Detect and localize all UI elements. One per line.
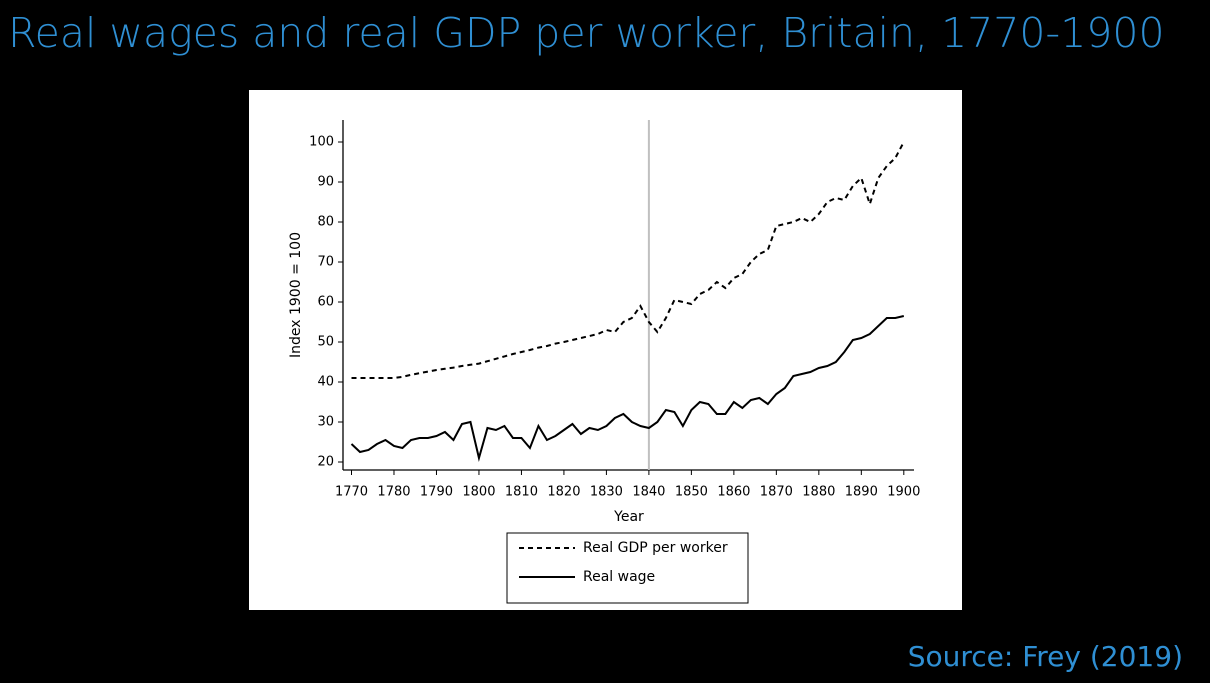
chart-panel [249, 90, 962, 610]
x-tick-label: 1880 [802, 485, 835, 500]
x-tick-label: 1800 [462, 485, 495, 500]
y-tick-label: 100 [309, 135, 334, 150]
series-line [350, 315, 905, 462]
slide-title: Real wages and real GDP per worker, Brit… [8, 9, 1165, 57]
x-tick-label: 1780 [377, 485, 410, 500]
x-tick-label: 1850 [675, 485, 708, 500]
y-tick-label: 50 [317, 335, 334, 350]
x-tick-label: 1890 [845, 485, 878, 500]
legend-label: Real GDP per worker [583, 540, 728, 556]
y-tick-label: 30 [317, 415, 334, 430]
x-tick-label: 1900 [887, 485, 920, 500]
x-tick-label: 1860 [717, 485, 750, 500]
y-tick-label: 70 [317, 255, 334, 270]
x-tick-label: 1790 [420, 485, 453, 500]
x-tick-label: 1770 [335, 485, 368, 500]
x-axis-label: Year [613, 509, 644, 525]
y-tick-label: 80 [317, 215, 334, 230]
series-line [351, 141, 905, 379]
x-tick-label: 1840 [632, 485, 665, 500]
y-tick-label: 60 [317, 295, 334, 310]
legend-label: Real wage [583, 569, 655, 585]
x-tick-label: 1830 [590, 485, 623, 500]
x-tick-label: 1810 [505, 485, 538, 500]
legend-box [506, 532, 749, 604]
source: Source: Frey (2019) [908, 640, 1183, 673]
x-tick-label: 1870 [760, 485, 793, 500]
y-tick-label: 20 [317, 455, 334, 470]
y-tick-label: 90 [317, 175, 334, 190]
y-axis-label: Index 1900 = 100 [288, 232, 304, 358]
y-tick-label: 40 [317, 375, 334, 390]
x-tick-label: 1820 [547, 485, 580, 500]
